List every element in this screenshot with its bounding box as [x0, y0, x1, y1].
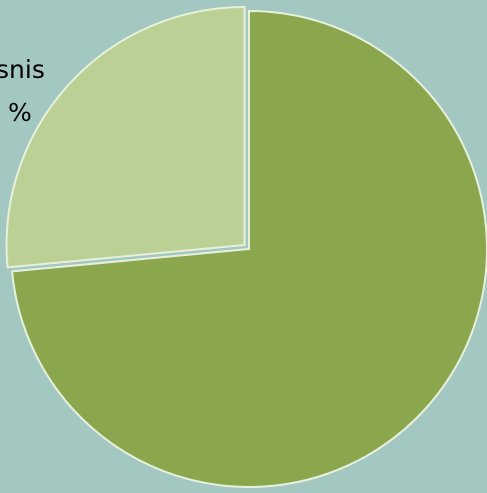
- slice-label-text: snis: [0, 55, 45, 84]
- slice-label-fragment-bottom: %: [8, 98, 32, 128]
- slice-label-fragment-top: snis: [0, 55, 45, 85]
- pie-slice-1: [10, 9, 487, 488]
- slice-label-percent: %: [8, 98, 32, 127]
- pie-slices: [5, 5, 487, 488]
- pie-slice-2: [5, 5, 246, 269]
